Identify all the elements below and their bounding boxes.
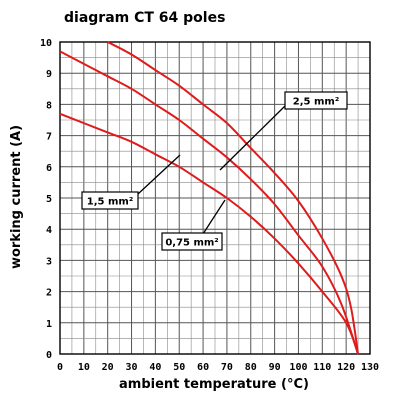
chart-title: diagram CT 64 poles — [64, 10, 225, 26]
x-tick-label: 120 — [337, 362, 355, 373]
x-tick-label: 60 — [197, 362, 209, 373]
callout-box — [161, 232, 223, 251]
x-tick-label: 90 — [269, 362, 281, 373]
series-line-2-5mm2 — [107, 41, 360, 355]
plot-frame — [59, 41, 371, 355]
y-tick-label: 5 — [46, 194, 52, 205]
callout-box — [81, 191, 139, 210]
y-tick-label: 3 — [46, 256, 52, 267]
x-tick-label: 80 — [245, 362, 257, 373]
y-tick-label: 0 — [46, 350, 52, 361]
series-lines — [59, 41, 360, 355]
x-tick-label: 110 — [313, 362, 331, 373]
y-tick-label: 8 — [46, 100, 52, 111]
y-tick-label: 6 — [46, 163, 52, 174]
x-tick-label: 130 — [361, 362, 379, 373]
y-axis-label: working current (A) — [9, 125, 24, 269]
callouts: 2,5 mm² 1,5 mm² 0,75 mm² — [81, 91, 348, 251]
series-line-1-5mm2 — [59, 50, 360, 355]
y-tick-label: 9 — [46, 69, 52, 80]
x-tick-label: 0 — [57, 362, 63, 373]
y-tick-label: 4 — [46, 225, 52, 236]
x-axis-ticks: 0 10 20 30 40 50 60 70 80 90 100 110 120 130 — [57, 362, 379, 373]
callout-leader — [137, 154, 181, 195]
series-line-0-75mm2 — [59, 112, 360, 355]
callout-box — [284, 91, 348, 110]
y-tick-label: 2 — [46, 288, 52, 299]
callout-label: 1,5 mm² — [87, 197, 133, 208]
callout-leader — [202, 199, 226, 235]
callout-label: 2,5 mm² — [293, 97, 339, 108]
x-tick-label: 40 — [149, 362, 161, 373]
x-tick-label: 70 — [221, 362, 233, 373]
callout-leader — [219, 105, 286, 171]
x-axis-label: ambient temperature (°C) — [119, 377, 309, 392]
y-tick-label: 1 — [46, 319, 52, 330]
y-tick-label: 10 — [40, 38, 52, 49]
x-tick-label: 30 — [126, 362, 138, 373]
x-tick-label: 10 — [78, 362, 90, 373]
y-axis-ticks: 0 1 2 3 4 5 6 7 8 9 10 — [40, 38, 52, 361]
x-tick-label: 100 — [289, 362, 307, 373]
y-tick-label: 7 — [46, 132, 52, 143]
x-tick-label: 50 — [173, 362, 185, 373]
x-tick-label: 20 — [102, 362, 114, 373]
callout-label: 0,75 mm² — [165, 238, 218, 249]
